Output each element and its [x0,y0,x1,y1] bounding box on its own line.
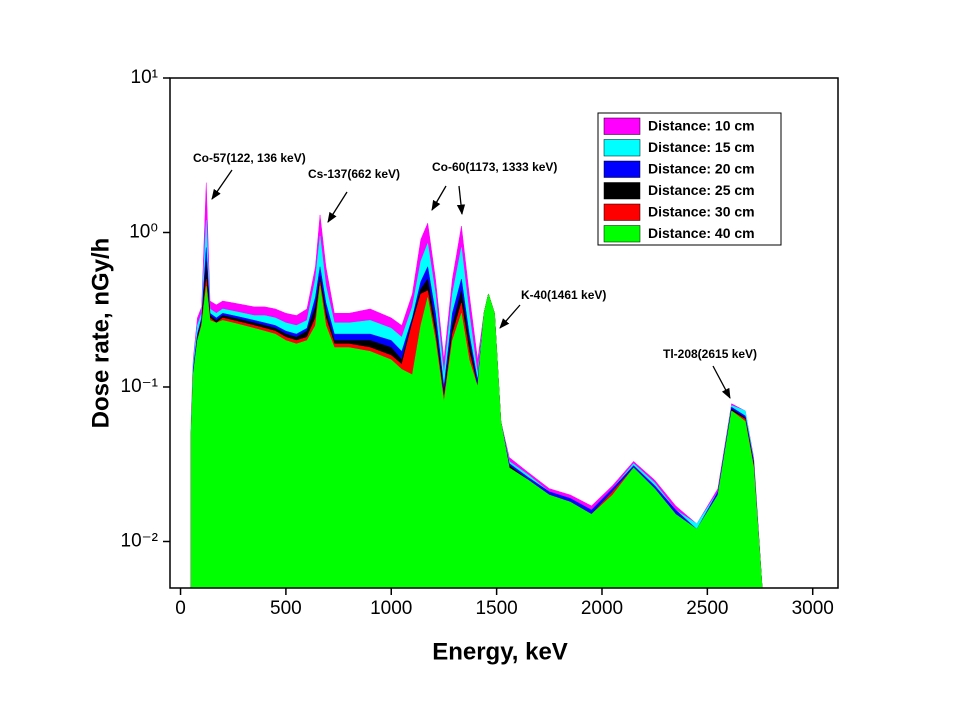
annotation-arrow [211,169,233,200]
y-tick-label: 10⁻¹ [121,376,159,397]
x-tick-label: 500 [270,598,302,619]
x-tick-label: 3000 [792,598,834,619]
legend-swatch [603,203,641,221]
legend-label: Distance: 20 cm [648,160,755,176]
annotation-arrow [327,191,348,223]
legend-swatch [603,139,641,157]
legend-label: Distance: 40 cm [648,225,755,241]
annotation: Co-60(1173, 1333 keV) [432,160,557,174]
annotation-arrow [456,185,466,216]
x-tick-label: 2500 [686,598,728,619]
legend-swatch [603,117,641,135]
y-tick-label: 10⁰ [129,222,158,243]
annotation: Co-57(122, 136 keV) [193,151,306,165]
annotation: Tl-208(2615 keV) [663,347,757,361]
y-tick-label: 10¹ [131,67,158,88]
legend-swatch [603,160,641,178]
legend-box [597,112,782,246]
annotation: K-40(1461 keV) [521,288,606,302]
annotation-arrow [499,304,521,329]
annotation-arrow [431,185,447,211]
x-tick-label: 0 [175,598,186,619]
x-tick-label: 1500 [475,598,517,619]
annotation: Cs-137(662 keV) [308,167,400,181]
legend-label: Distance: 15 cm [648,139,755,155]
legend-label: Distance: 25 cm [648,182,755,198]
y-tick-label: 10⁻² [121,531,159,552]
legend-label: Distance: 30 cm [648,203,755,219]
legend-swatch [603,225,641,243]
annotation-arrow [712,365,731,399]
x-tick-label: 2000 [581,598,623,619]
legend-label: Distance: 10 cm [648,117,755,133]
plot-area [190,182,813,588]
area [190,286,813,588]
y-axis-title: Dose rate, nGy/h [87,238,114,429]
plot-frame [169,77,839,589]
x-axis-title: Energy, keV [432,638,568,665]
legend-swatch [603,182,641,200]
x-tick-label: 1000 [370,598,412,619]
